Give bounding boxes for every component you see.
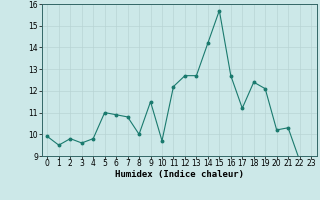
X-axis label: Humidex (Indice chaleur): Humidex (Indice chaleur)	[115, 170, 244, 179]
